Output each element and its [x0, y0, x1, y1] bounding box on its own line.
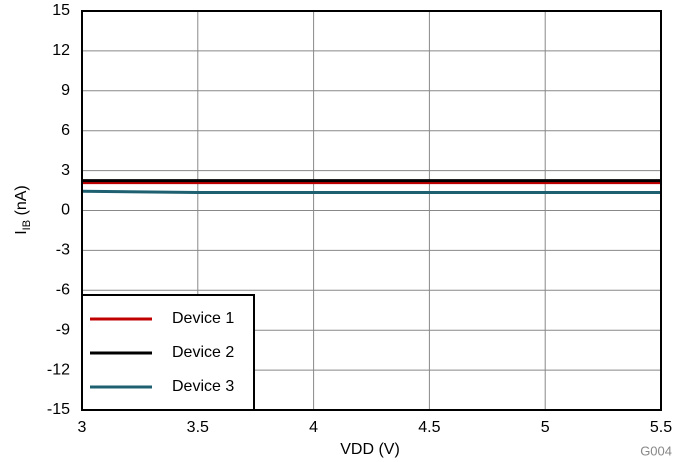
x-tick-label: 3 [78, 419, 87, 436]
y-tick-label: 3 [61, 162, 70, 179]
y-axis-label: IIB (nA) [13, 185, 33, 235]
legend-label: Device 1 [172, 310, 234, 327]
y-tick-label: -12 [47, 361, 70, 378]
y-tick-label: -6 [56, 282, 70, 299]
x-tick-label: 3.5 [187, 419, 209, 436]
x-tick-label: 4 [309, 419, 318, 436]
y-tick-label: 0 [61, 202, 70, 219]
legend-label: Device 3 [172, 378, 234, 395]
y-label-main: I [13, 230, 30, 234]
y-tick-label: -9 [56, 321, 70, 338]
series-line [81, 189, 661, 195]
y-tick-label: 9 [61, 82, 70, 99]
x-axis-label: VDD (V) [340, 441, 400, 458]
y-tick-label: -3 [56, 242, 70, 259]
y-label-sub: IB [21, 220, 33, 230]
x-tick-label: 5.5 [650, 419, 672, 436]
x-tick-label: 4.5 [418, 419, 440, 436]
x-tick-label: 5 [541, 419, 550, 436]
y-tick-label: -15 [47, 401, 70, 418]
legend-label: Device 2 [172, 344, 234, 361]
y-tick-label: 15 [52, 2, 70, 19]
y-tick-label: 6 [61, 122, 70, 139]
y-label-unit: (nA) [13, 185, 30, 220]
y-tick-label: 12 [52, 42, 70, 59]
legend: Device 1 Device 2 Device 3 [81, 294, 255, 411]
plot-frame [81, 10, 662, 411]
annotation: G004 [640, 443, 672, 458]
